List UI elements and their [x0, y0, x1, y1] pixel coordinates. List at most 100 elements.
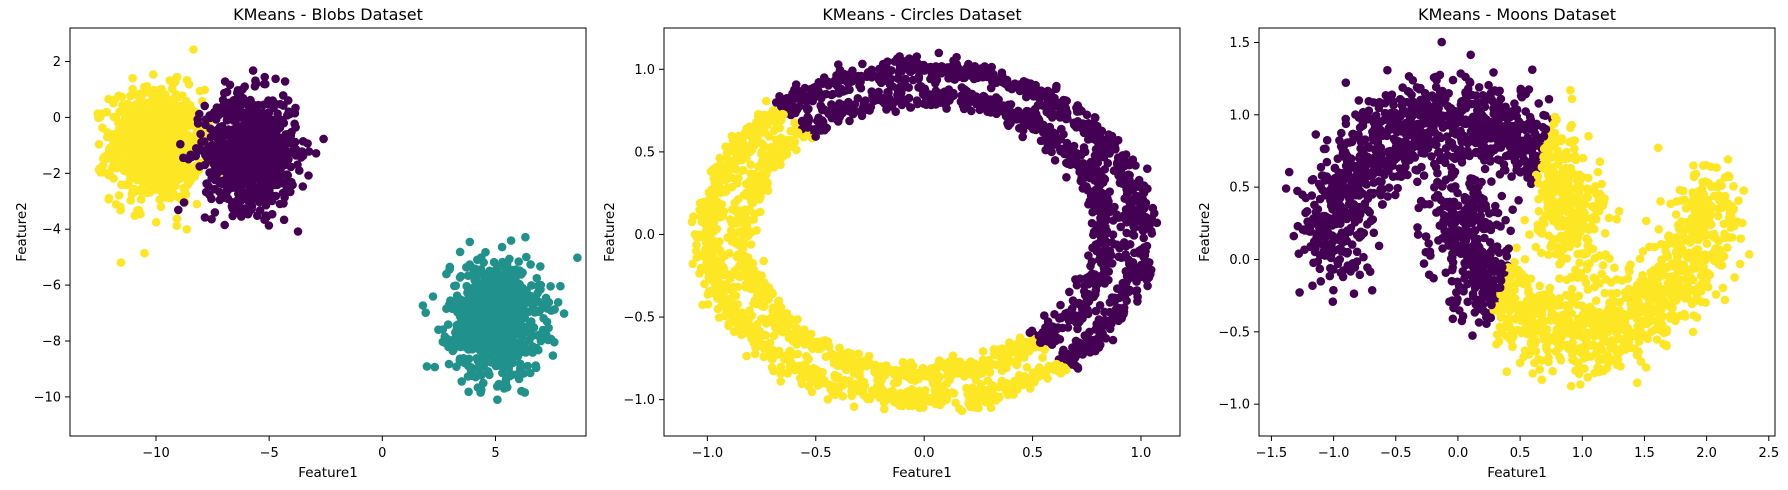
- point-yellow: [733, 300, 742, 309]
- point-purple: [304, 171, 313, 180]
- point-yellow: [124, 100, 134, 110]
- point-purple: [196, 129, 205, 139]
- point-purple: [283, 96, 293, 105]
- point-yellow: [880, 404, 889, 414]
- point-purple: [1062, 173, 1071, 182]
- point-teal: [505, 254, 514, 264]
- point-purple: [1143, 164, 1152, 173]
- point-yellow: [716, 256, 725, 266]
- point-yellow: [156, 180, 166, 189]
- point-yellow: [793, 315, 802, 324]
- point-purple: [262, 212, 271, 222]
- point-purple: [1133, 297, 1142, 306]
- point-purple: [259, 144, 268, 154]
- point-purple: [186, 150, 195, 160]
- point-purple: [253, 184, 263, 193]
- point-purple: [258, 195, 268, 205]
- point-yellow: [756, 341, 765, 351]
- point-purple: [298, 137, 308, 146]
- point-purple: [224, 125, 233, 134]
- point-yellow: [708, 269, 718, 279]
- point-teal: [513, 307, 523, 317]
- point-purple: [832, 81, 842, 90]
- point-yellow: [1001, 386, 1011, 396]
- point-purple: [284, 149, 294, 158]
- point-yellow: [849, 402, 859, 412]
- point-purple: [1063, 114, 1072, 123]
- point-yellow: [692, 240, 701, 250]
- point-yellow: [139, 121, 148, 131]
- point-purple: [934, 48, 944, 58]
- point-teal: [532, 273, 542, 283]
- y-tick-label: 0: [53, 111, 61, 126]
- point-purple: [228, 211, 237, 221]
- point-purple: [891, 107, 900, 116]
- point-purple: [279, 215, 289, 225]
- point-yellow: [708, 235, 717, 245]
- point-yellow: [863, 394, 872, 404]
- point-teal: [505, 313, 515, 323]
- point-purple: [1047, 95, 1057, 105]
- point-purple: [275, 99, 285, 109]
- point-yellow: [983, 376, 993, 386]
- point-yellow: [136, 187, 146, 196]
- point-purple: [311, 149, 321, 158]
- point-purple: [1084, 251, 1093, 260]
- point-yellow: [994, 393, 1003, 403]
- point-purple: [808, 95, 817, 105]
- point-purple: [1095, 301, 1105, 310]
- point-teal: [508, 265, 517, 275]
- point-teal: [421, 308, 431, 318]
- point-purple: [221, 148, 231, 157]
- point-purple: [855, 81, 864, 90]
- point-teal: [477, 359, 487, 368]
- point-teal: [528, 331, 538, 340]
- point-yellow: [130, 173, 140, 182]
- point-purple: [283, 135, 292, 144]
- point-purple: [193, 119, 203, 128]
- point-purple: [914, 73, 923, 83]
- point-yellow: [823, 395, 833, 404]
- point-teal: [527, 323, 536, 332]
- point-yellow: [746, 160, 755, 169]
- point-purple: [901, 74, 910, 84]
- point-yellow: [128, 73, 137, 83]
- point-purple: [904, 57, 913, 66]
- point-teal: [428, 292, 438, 301]
- point-yellow: [192, 199, 202, 209]
- point-yellow: [155, 195, 164, 204]
- point-purple: [290, 137, 300, 147]
- point-purple: [216, 193, 226, 203]
- point-yellow: [725, 295, 734, 304]
- point-teal: [472, 278, 482, 288]
- point-teal: [442, 304, 451, 314]
- point-purple: [786, 110, 796, 120]
- point-purple: [1119, 307, 1129, 317]
- point-purple: [893, 74, 903, 83]
- point-teal: [468, 263, 478, 273]
- point-purple: [858, 59, 867, 69]
- point-purple: [290, 119, 299, 129]
- point-teal: [490, 271, 500, 281]
- point-yellow: [129, 185, 139, 195]
- point-yellow: [977, 387, 986, 396]
- point-yellow: [721, 165, 731, 174]
- point-teal: [484, 323, 493, 332]
- point-yellow: [838, 392, 848, 401]
- point-yellow: [776, 377, 785, 386]
- point-yellow: [700, 279, 709, 289]
- point-yellow: [716, 281, 725, 291]
- point-purple: [220, 220, 229, 230]
- x-axis-label: Feature1: [298, 465, 358, 481]
- point-yellow: [140, 248, 149, 258]
- point-teal: [553, 298, 563, 307]
- point-purple: [1073, 364, 1083, 373]
- point-purple: [285, 109, 295, 119]
- point-purple: [239, 147, 249, 156]
- point-teal: [556, 281, 565, 291]
- point-yellow: [708, 211, 718, 221]
- point-purple: [1138, 219, 1148, 229]
- point-yellow: [782, 368, 792, 377]
- point-teal: [501, 298, 511, 308]
